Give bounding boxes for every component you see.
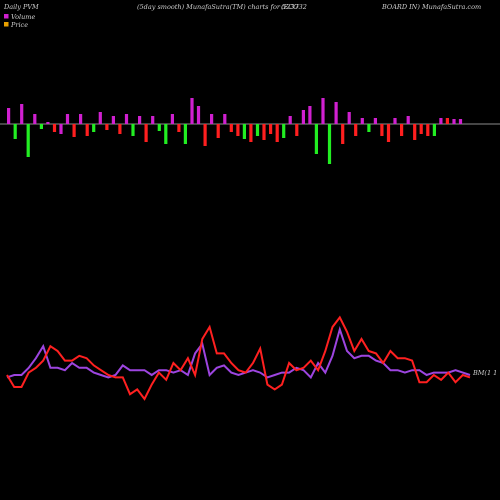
volume-bar (138, 116, 142, 124)
volume-bar (144, 124, 148, 142)
volume-bar (360, 118, 364, 124)
chart-title-mid: (5day smooth) MunafaSutra(TM) charts for… (137, 3, 307, 11)
volume-bar (79, 114, 83, 124)
volume-bar (7, 108, 11, 124)
volume-bar (393, 118, 397, 124)
volume-bar (445, 118, 449, 124)
volume-bar (413, 124, 417, 140)
volume-bar (105, 124, 109, 130)
volume-bar (46, 122, 50, 124)
volume-bar (347, 112, 351, 124)
volume-bar (52, 124, 57, 132)
volume-bar (210, 114, 214, 124)
volume-bar (59, 124, 63, 134)
volume-bar (203, 124, 207, 146)
volume-bar (458, 119, 463, 124)
volume-bar (151, 116, 155, 124)
chart-title-right-a: (ECO (281, 3, 299, 11)
volume-bar (406, 116, 410, 124)
price-line (6, 315, 471, 401)
volume-bar (269, 124, 273, 134)
volume-bar (157, 124, 161, 131)
volume-bar (314, 124, 318, 154)
volume-bar (354, 124, 358, 136)
volume-bar (92, 124, 96, 132)
volume-bar (39, 124, 43, 129)
volume-bar (118, 124, 122, 134)
volume-bar (183, 124, 187, 144)
volume-bar (334, 102, 338, 124)
legend-swatch-volume (4, 14, 9, 19)
volume-bar (65, 114, 70, 124)
volume-bar (327, 124, 332, 164)
volume-line (6, 325, 471, 380)
volume-bar (439, 118, 443, 124)
price-end-label: BM(1 1 (472, 369, 497, 377)
volume-bar (262, 124, 266, 140)
volume-bar (242, 124, 246, 139)
volume-bar (249, 124, 253, 142)
volume-bar (373, 118, 377, 124)
volume-bar (223, 114, 227, 124)
volume-bar (131, 124, 135, 136)
volume-bar (72, 124, 76, 137)
volume-bar (321, 98, 325, 124)
volume-bar (426, 124, 430, 136)
volume-bar (282, 124, 286, 138)
volume-bar (295, 124, 299, 136)
volume-bar (98, 112, 102, 124)
volume-bar (20, 104, 24, 124)
volume-bar (111, 116, 115, 124)
volume-bar (288, 116, 292, 124)
volume-bar (341, 124, 345, 144)
legend-label-price: Price (10, 21, 28, 29)
volume-bar (85, 124, 89, 136)
volume-bars (7, 98, 463, 164)
chart-title-left: Daily PVM (3, 3, 39, 11)
chart-title-right-b: BOARD IN) MunafaSutra.com (381, 3, 481, 11)
legend-label-volume: Volume (11, 13, 35, 21)
volume-bar (124, 114, 129, 124)
volume-bar (308, 106, 312, 124)
volume-bar (400, 124, 404, 136)
volume-bar (229, 124, 233, 132)
volume-bar (216, 124, 220, 138)
volume-bar (164, 124, 168, 144)
volume-bar (177, 124, 181, 132)
volume-bar (367, 124, 371, 132)
volume-bar (255, 124, 260, 136)
volume-bar (432, 124, 436, 136)
legend-swatch-price (4, 22, 9, 27)
volume-bar (33, 114, 37, 124)
volume-bar (170, 114, 174, 124)
volume-bar (452, 119, 456, 124)
volume-bar (13, 124, 17, 139)
volume-bar (196, 106, 201, 124)
volume-bar (419, 124, 423, 134)
volume-bar (301, 110, 305, 124)
volume-bar (380, 124, 384, 136)
volume-bar (275, 124, 279, 142)
volume-bar (386, 124, 391, 142)
volume-bar (26, 124, 30, 157)
volume-bar (236, 124, 240, 136)
volume-bar (190, 98, 194, 124)
